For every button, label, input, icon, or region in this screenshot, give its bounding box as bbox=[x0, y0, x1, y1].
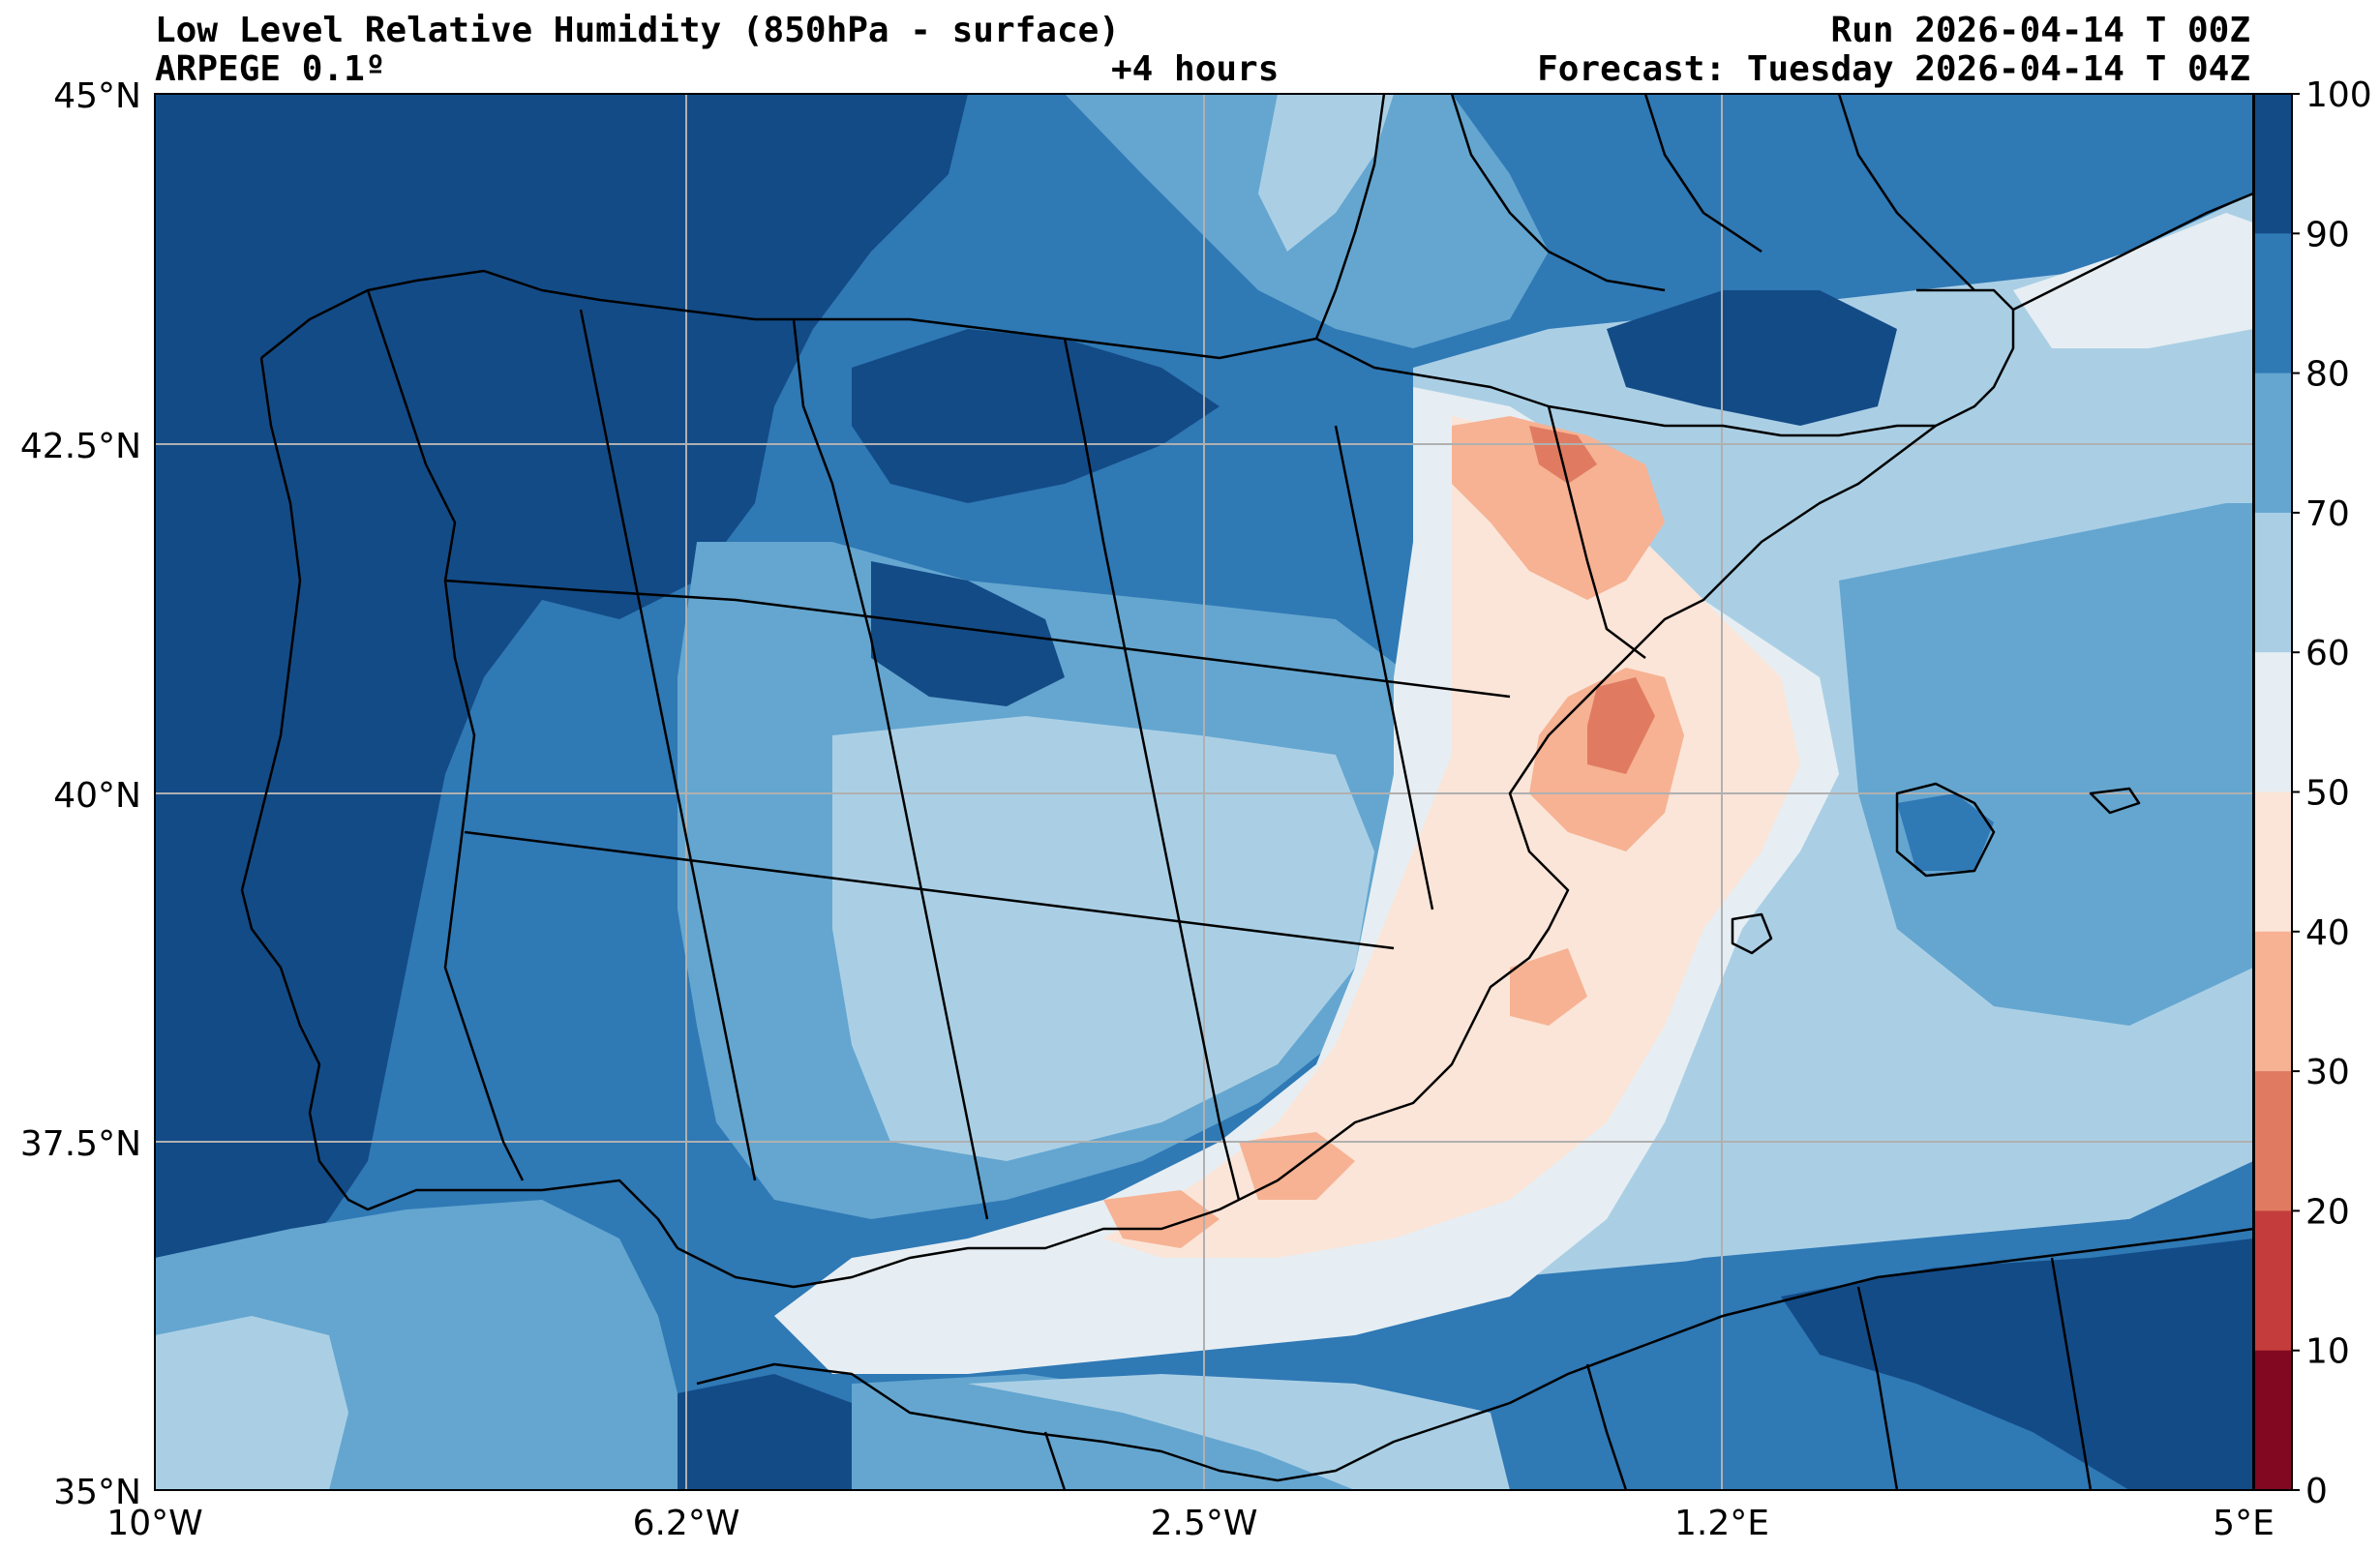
colorbar-label: 20 bbox=[2305, 1192, 2350, 1232]
iberia-south-coast bbox=[677, 288, 2015, 1289]
lat-label-37-5: 37.5°N bbox=[20, 1124, 141, 1164]
colorbar-swatch bbox=[2254, 512, 2292, 653]
balearic-humid-spot bbox=[1897, 793, 1994, 871]
region-border-2 bbox=[1063, 338, 1241, 1201]
colorbar-ticks bbox=[2292, 93, 2300, 1491]
lat-label-40: 40°N bbox=[53, 776, 141, 816]
north-africa-coastline bbox=[696, 1227, 2253, 1482]
lat-label-35: 35°N bbox=[53, 1473, 141, 1512]
colorbar-swatch bbox=[2254, 791, 2292, 933]
colorbar-label: 50 bbox=[2305, 774, 2350, 814]
pyrenees-humid-belt bbox=[1607, 290, 1897, 426]
almeria-dry-spot bbox=[1103, 1190, 1220, 1248]
north-africa-border-1 bbox=[1043, 1431, 1067, 1490]
map-title: Low Level Relative Humidity (850hPa - su… bbox=[155, 11, 1120, 50]
lon-label-1-2e: 1.2°E bbox=[1674, 1504, 1769, 1543]
gulf-of-lion-light-field bbox=[2013, 213, 2253, 348]
lon-label-6-2w: 6.2°W bbox=[633, 1504, 740, 1543]
lead-time-label: +4 hours bbox=[1111, 49, 1280, 89]
north-africa-very-humid-field bbox=[1781, 1239, 2253, 1490]
cantabrian-humid-belt bbox=[852, 329, 1220, 503]
central-north-humid-belt bbox=[871, 561, 1065, 706]
iberia-coastline bbox=[260, 94, 1386, 360]
north-africa-border-4 bbox=[2050, 1257, 2093, 1490]
colorbar-label: 30 bbox=[2305, 1053, 2350, 1092]
ebro-valley-dry-spot bbox=[1452, 416, 1665, 600]
humidity-map[interactable] bbox=[155, 94, 2253, 1490]
colorbar-swatches bbox=[2254, 94, 2292, 1491]
colorbar-swatch bbox=[2254, 1210, 2292, 1352]
lat-label-45: 45°N bbox=[53, 76, 141, 116]
colorbar-label: 0 bbox=[2305, 1472, 2328, 1511]
region-border-5 bbox=[464, 830, 1395, 950]
colorbar-label: 100 bbox=[2305, 75, 2372, 115]
coastlines bbox=[240, 94, 2253, 1490]
lon-label-10w: 10°W bbox=[106, 1504, 202, 1543]
murcia-dry-spot bbox=[1510, 948, 1587, 1026]
colorbar-label: 70 bbox=[2305, 494, 2350, 534]
iberia-west-coast bbox=[240, 357, 679, 1249]
france-border-2 bbox=[1643, 94, 1762, 254]
colorbar-swatch bbox=[2254, 931, 2292, 1072]
colorbar-swatch bbox=[2254, 652, 2292, 792]
colorbar-label: 10 bbox=[2305, 1332, 2350, 1372]
colorbar-label: 40 bbox=[2305, 913, 2350, 953]
lon-label-5e: 5°E bbox=[2213, 1504, 2275, 1543]
colorbar-swatch bbox=[2254, 373, 2292, 514]
colorbar-label: 90 bbox=[2305, 215, 2350, 254]
spain-portugal-border bbox=[366, 289, 525, 1181]
mallorca-coastline bbox=[1895, 782, 1996, 878]
france-coastline bbox=[2012, 192, 2253, 312]
atlantic-very-humid-field bbox=[155, 94, 968, 1297]
ibiza-coastline bbox=[1731, 912, 1773, 955]
france-border-3 bbox=[1837, 94, 1975, 291]
east-coast-low-humidity-field bbox=[1103, 416, 1800, 1258]
colorbar-swatch bbox=[2254, 1350, 2292, 1491]
ebro-very-dry-spot bbox=[1529, 426, 1597, 484]
colorbar-swatch bbox=[2254, 233, 2292, 374]
france-border-1 bbox=[1450, 94, 1666, 292]
longitude-axis: 10°W 6.2°W 2.5°W 1.2°E 5°E bbox=[106, 1504, 2275, 1543]
iberia-interior-light-field bbox=[832, 716, 1374, 1161]
colorbar-swatch bbox=[2254, 1071, 2292, 1211]
colorbar-label: 80 bbox=[2305, 355, 2350, 395]
model-label: ARPEGE 0.1º bbox=[155, 49, 386, 89]
lat-label-42-5: 42.5°N bbox=[20, 427, 141, 466]
spain-france-border bbox=[1315, 337, 1936, 437]
region-border-1 bbox=[792, 318, 989, 1220]
menorca-coastline bbox=[2089, 787, 2141, 815]
southwest-atlantic-light-field bbox=[155, 1316, 348, 1490]
colorbar-swatch bbox=[2254, 94, 2292, 234]
north-africa-border-3 bbox=[1856, 1286, 1899, 1490]
run-label: Run 2026-04-14 T 00Z bbox=[1830, 11, 2250, 50]
north-africa-border-2 bbox=[1585, 1363, 1628, 1490]
region-border-4 bbox=[444, 579, 1511, 699]
region-border-3 bbox=[579, 309, 757, 1181]
region-border-7 bbox=[1547, 405, 1646, 659]
lon-label-2-5w: 2.5°W bbox=[1151, 1504, 1258, 1543]
forecast-label: Forecast: Tuesday 2026-04-14 T 04Z bbox=[1537, 49, 2250, 89]
valencia-very-dry-spot bbox=[1587, 677, 1655, 774]
colorbar-label: 60 bbox=[2305, 634, 2350, 673]
biscay-light-field bbox=[1258, 94, 1394, 252]
region-border-6 bbox=[1334, 425, 1434, 910]
morocco-humid-field bbox=[678, 1374, 852, 1490]
morocco-light-field bbox=[968, 1374, 1510, 1490]
mediterranean-moderate-field bbox=[1839, 503, 2253, 1026]
latitude-axis: 45°N 42.5°N 40°N 37.5°N 35°N bbox=[20, 76, 141, 1512]
